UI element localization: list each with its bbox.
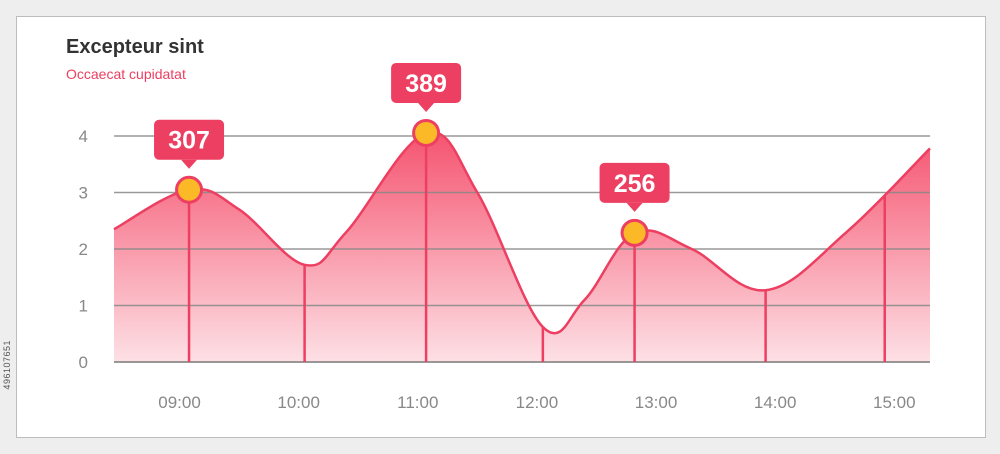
- chart-subtitle: Occaecat cupidatat: [66, 66, 186, 82]
- callout-pointer: [181, 159, 198, 169]
- x-tick-label: 14:00: [754, 393, 797, 412]
- callout-label: 389: [405, 70, 447, 98]
- x-tick-label: 12:00: [516, 393, 559, 412]
- x-tick-label: 10:00: [277, 393, 320, 412]
- x-tick-label: 15:00: [873, 393, 916, 412]
- area-fill: [114, 132, 930, 362]
- y-tick-label: 4: [79, 127, 88, 146]
- callout-bubble: [391, 62, 462, 103]
- callout-pointer: [626, 202, 643, 212]
- data-point-marker: [412, 118, 441, 147]
- callout-label: 256: [614, 170, 656, 198]
- x-tick-label: 09:00: [158, 393, 201, 412]
- series-line: [113, 130, 931, 335]
- data-point-marker: [620, 218, 649, 247]
- callout-bubble: [599, 162, 670, 203]
- y-tick-label: 3: [79, 184, 88, 203]
- x-tick-label: 13:00: [635, 393, 678, 412]
- chart-title: Excepteur sint: [66, 36, 204, 58]
- y-tick-label: 0: [79, 353, 88, 372]
- y-tick-label: 2: [79, 240, 88, 259]
- callout-bubble: [154, 119, 225, 160]
- x-tick-label: 11:00: [397, 393, 438, 412]
- callout-pointer: [418, 102, 435, 112]
- callout-label: 307: [168, 127, 210, 155]
- data-point-marker: [175, 175, 204, 204]
- y-tick-label: 1: [79, 297, 88, 316]
